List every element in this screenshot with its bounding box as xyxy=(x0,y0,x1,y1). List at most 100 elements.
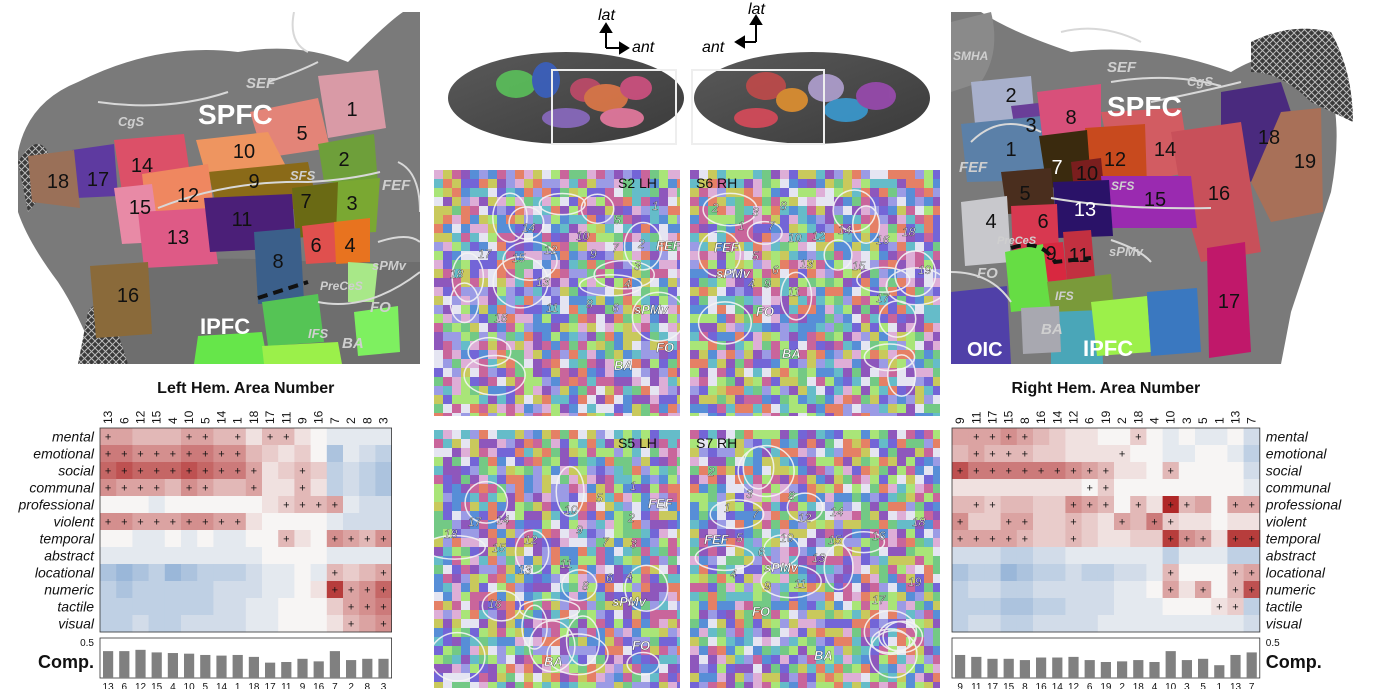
area-8-parcel xyxy=(1037,84,1101,142)
ifs-boundary-dashes xyxy=(257,280,309,300)
heatmap-cell xyxy=(310,496,328,514)
heatmap-cell xyxy=(984,564,1001,582)
significance-mark: + xyxy=(973,432,979,444)
flatmap-area-label: 7 xyxy=(752,507,760,521)
heatmap-cell xyxy=(1243,615,1261,633)
heatmap-cell xyxy=(100,428,117,446)
heatmap-cell xyxy=(1162,445,1180,463)
heatmap-cell xyxy=(952,445,969,463)
category-label: abstract xyxy=(44,548,95,564)
flatmap-area-label: 9 xyxy=(576,523,583,537)
heatmap-cell xyxy=(1178,581,1196,599)
area-tick-top: 13 xyxy=(1229,410,1243,424)
significance-mark: + xyxy=(1248,500,1254,512)
heatmap-cell xyxy=(262,513,279,531)
area-4-parcel xyxy=(961,196,1011,266)
heatmap-cell xyxy=(132,530,149,548)
heatmap-cell xyxy=(359,530,376,548)
sfs-label: SFS xyxy=(1111,179,1134,193)
heatmap-cell xyxy=(310,479,328,497)
heatmap-cell xyxy=(197,479,214,497)
heatmap-cell xyxy=(278,513,295,531)
flatmap-area-label: FO xyxy=(632,638,650,653)
heatmap-cell xyxy=(148,462,166,480)
flatmap-area-label: FO xyxy=(752,604,770,619)
heatmap-cell xyxy=(375,479,392,497)
heatmap-cell xyxy=(148,530,166,548)
area-tick-top: 12 xyxy=(134,410,148,424)
heatmap-cell xyxy=(1016,445,1034,463)
heatmap-cell xyxy=(100,581,117,599)
area-tick-top: 3 xyxy=(377,417,391,424)
significance-mark: + xyxy=(957,517,963,529)
heatmap-cell xyxy=(278,615,295,633)
comp-bar xyxy=(119,651,130,678)
area-5-label: 5 xyxy=(296,123,307,145)
heatmap-cell xyxy=(278,564,295,582)
heatmap-cell xyxy=(952,564,969,582)
significance-mark: + xyxy=(153,517,159,529)
heatmap-cell xyxy=(1162,615,1180,633)
area-tick-top: 9 xyxy=(296,417,310,424)
area-tick-top: 15 xyxy=(150,410,164,424)
significance-mark: + xyxy=(1119,449,1125,461)
heatmap-cell xyxy=(343,615,360,633)
significance-mark: + xyxy=(957,466,963,478)
flatmap-area-label: 6 xyxy=(612,301,619,315)
heatmap-cell xyxy=(132,479,149,497)
heatmap-cell xyxy=(1178,530,1196,548)
area-tick-top: 18 xyxy=(1131,410,1145,424)
comp-bar xyxy=(1117,661,1128,678)
flatmap-area-label: 5 xyxy=(752,249,759,263)
area-tick-top: 6 xyxy=(117,417,131,424)
heatmap-cell xyxy=(326,445,344,463)
area-9-label: 9 xyxy=(1045,243,1056,265)
significance-mark: + xyxy=(989,449,995,461)
category-label: social xyxy=(1266,463,1303,479)
heatmap-cell xyxy=(1114,547,1131,565)
significance-mark: + xyxy=(315,500,321,512)
area-8-label: 8 xyxy=(272,251,283,273)
heatmap-cell xyxy=(984,462,1001,480)
heatmap-cell xyxy=(1243,428,1261,446)
heatmap-cell xyxy=(1146,547,1163,565)
area-tick-bottom: 5 xyxy=(1200,682,1206,689)
sulcus-outlines xyxy=(97,12,420,305)
heatmap-cell xyxy=(1195,513,1212,531)
flatmap-area-label: 5 xyxy=(736,531,743,545)
flatmap-area-label: FEF xyxy=(656,238,680,253)
heatmap-cell xyxy=(326,615,344,633)
heatmap-cell xyxy=(326,496,344,514)
heatmap-cell xyxy=(116,598,133,616)
significance-mark: + xyxy=(186,432,192,444)
heatmap-cell xyxy=(1211,530,1228,548)
comp-bar xyxy=(184,653,195,678)
flatmap-area-label: 5 xyxy=(596,491,603,505)
fef-label: FEF xyxy=(959,159,988,176)
comp-frame xyxy=(99,637,393,679)
flatmap-area-label: 5 xyxy=(614,213,621,227)
flatmap-area-label: 2 xyxy=(711,201,719,215)
comp-bar xyxy=(987,658,998,678)
heatmap-cell xyxy=(1227,496,1244,514)
significance-mark: + xyxy=(105,432,111,444)
area-tick-bottom: 1 xyxy=(235,682,241,689)
heatmap-cell xyxy=(968,496,985,514)
significance-mark: + xyxy=(989,534,995,546)
heatmap-cell xyxy=(116,513,133,531)
area-tick-bottom: 1 xyxy=(1217,682,1223,689)
area-tick-bottom: 15 xyxy=(151,682,163,689)
flatmap-area-label: sPMv xyxy=(764,560,799,575)
heatmap-cell xyxy=(1227,462,1244,480)
heatmap-cell xyxy=(1000,598,1018,616)
heatmap-cell xyxy=(1114,445,1131,463)
heatmap-cell xyxy=(1195,428,1212,446)
heatmap-cell xyxy=(245,564,263,582)
heatmap-cell xyxy=(245,513,263,531)
significance-mark: + xyxy=(1151,517,1157,529)
flatmap-area-label: sPMv xyxy=(716,266,751,281)
heatmap-cell xyxy=(1243,462,1261,480)
area-tick-bottom: 2 xyxy=(1119,682,1125,689)
heatmap-cell xyxy=(1081,479,1099,497)
significance-mark: + xyxy=(380,568,386,580)
